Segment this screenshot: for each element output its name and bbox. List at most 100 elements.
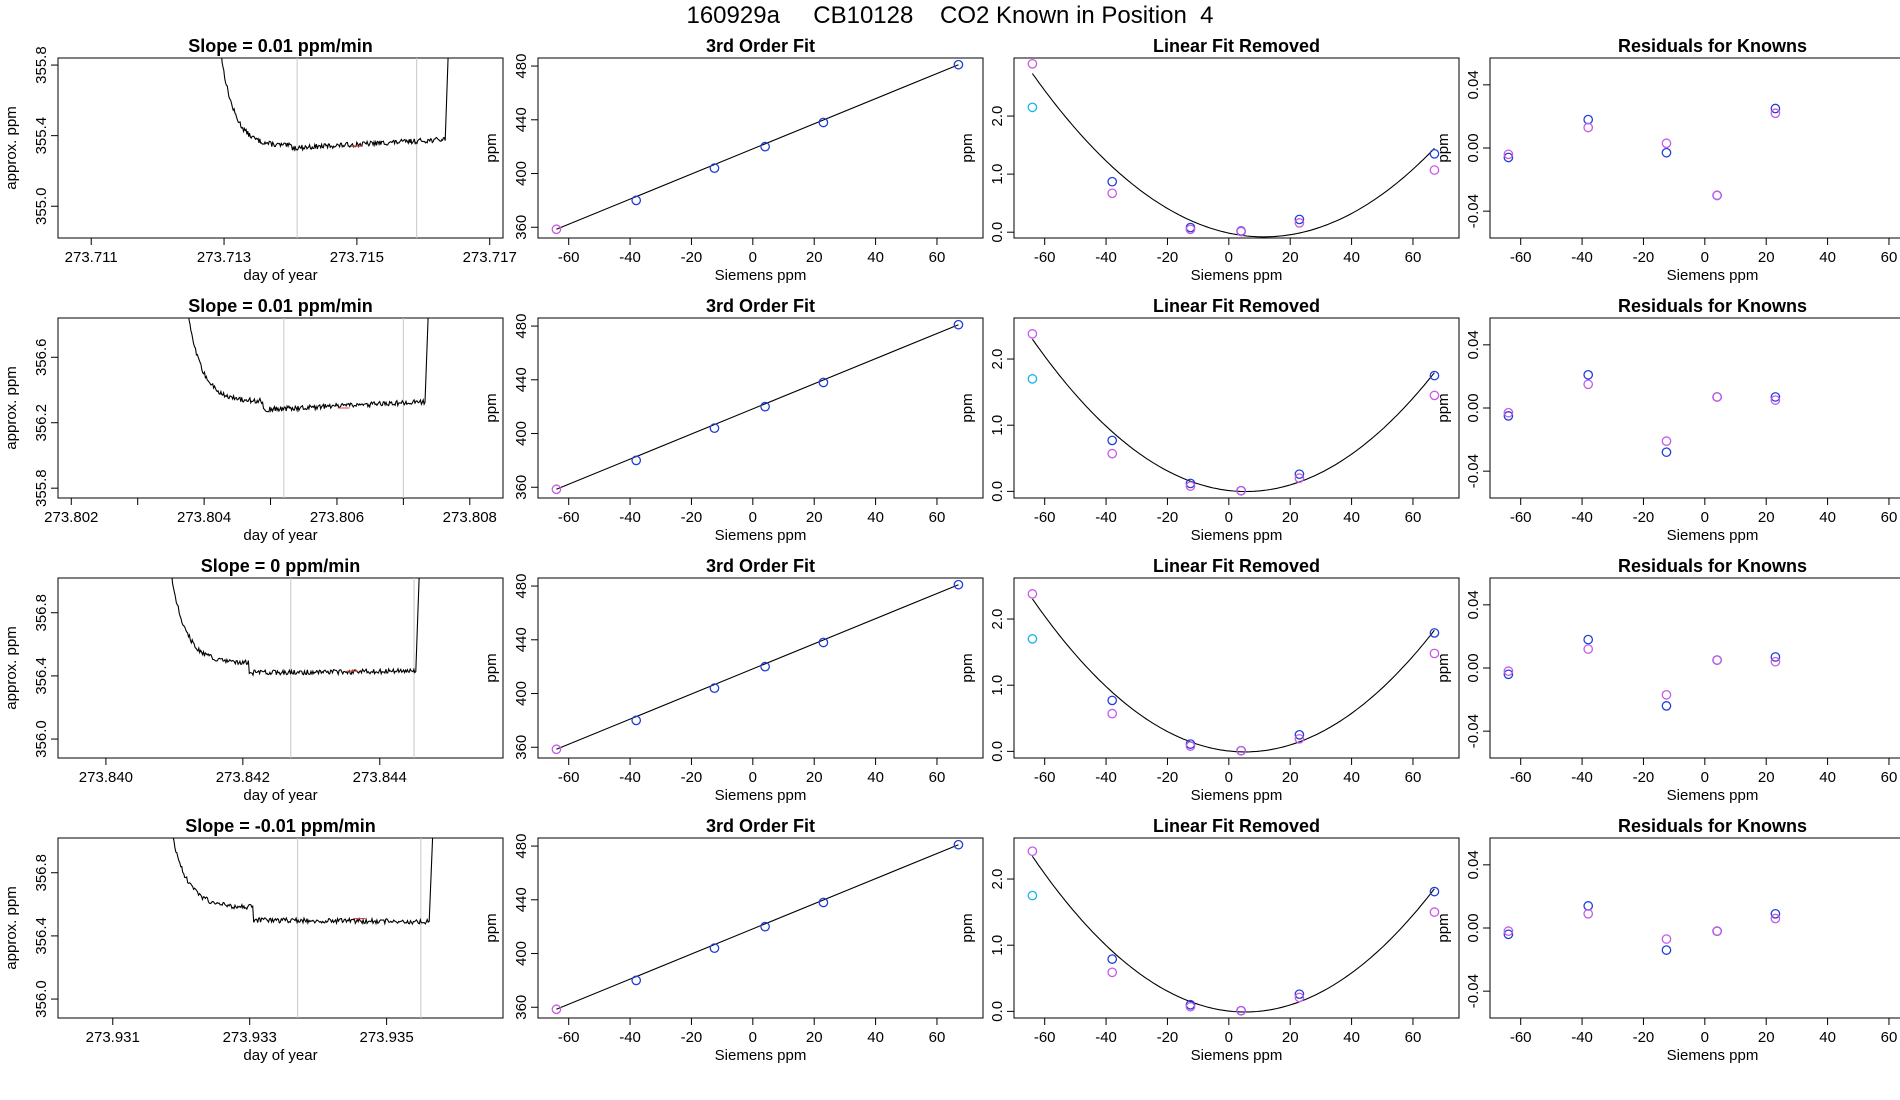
y-tick-label: 1.0	[989, 935, 1006, 956]
panel-2-2: Linear Fit Removed -60 -40 -20 0 20 40 60 0.0 1.0…	[959, 556, 1460, 804]
y-axis-label: ppm	[1435, 133, 1452, 162]
data-point-violet	[551, 1004, 562, 1015]
x-axis-label: Siemens ppm	[1667, 267, 1759, 284]
x-tick-label: 60	[1405, 509, 1422, 526]
data-point-violet	[1294, 218, 1305, 228]
panel-2-3: Residuals for Knowns -60 -40 -20 0 20 40 60 -0.0…	[1435, 556, 1900, 804]
x-tick-label: 40	[1343, 509, 1360, 526]
x-tick-label: 40	[867, 249, 884, 266]
y-axis-label: ppm	[483, 133, 500, 162]
x-tick-label: -60	[558, 249, 580, 266]
y-tick-label: 356.6	[33, 338, 50, 376]
data-point-blue	[760, 661, 770, 672]
y-tick-label: -0.04	[1465, 714, 1482, 748]
x-tick-label: -20	[1157, 249, 1179, 266]
panel-3-3: Residuals for Knowns -60 -40 -20 0 20 40 60 -0.0…	[1435, 816, 1900, 1064]
y-tick-label: 360	[513, 475, 530, 500]
x-tick-label: -20	[681, 769, 703, 786]
data-point-violet	[551, 224, 562, 235]
y-axis-label: approx. ppm	[3, 626, 20, 709]
data-point-violet	[1027, 58, 1038, 69]
data-point-blue	[818, 897, 829, 908]
x-tick-label: -40	[619, 1029, 641, 1046]
y-tick-label: 1.0	[989, 675, 1006, 696]
x-tick-label: 0	[1701, 249, 1709, 266]
data-point-violet	[1712, 392, 1722, 402]
y-axis-label: ppm	[483, 653, 500, 682]
x-tick-label: 20	[1282, 769, 1299, 786]
y-tick-label: 356.0	[33, 720, 50, 758]
x-tick-label: 273.842	[216, 769, 270, 786]
data-point-blue	[1661, 447, 1672, 458]
panel-title: Residuals for Knowns	[1618, 36, 1807, 56]
data-point-blue	[1503, 411, 1514, 421]
plot-area	[1027, 846, 1440, 1016]
data-point-blue	[709, 163, 720, 173]
data-point-blue	[1770, 908, 1781, 919]
plot-frame	[1013, 57, 1460, 239]
y-tick-label: 400	[513, 941, 530, 966]
data-point-blue	[1294, 214, 1305, 225]
data-point-blue	[1429, 370, 1440, 381]
data-point-blue	[1294, 469, 1305, 480]
fit-curve	[1031, 338, 1435, 493]
data-point-blue	[760, 141, 770, 152]
data-point-violet	[1185, 741, 1196, 751]
x-tick-label: -60	[1510, 249, 1532, 266]
y-tick-label: 360	[513, 995, 530, 1020]
x-axis-label: Siemens ppm	[1667, 1047, 1759, 1064]
data-point-violet	[1503, 149, 1514, 160]
data-point-blue	[1294, 729, 1305, 740]
x-tick-label: 273.935	[359, 1029, 413, 1046]
plot-area	[188, 318, 429, 498]
x-tick-label: 273.804	[177, 509, 231, 526]
fit-curve	[556, 64, 959, 230]
data-point-blue	[818, 377, 829, 388]
panel-0-3: Residuals for Knowns -60 -40 -20 0 20 40 60 -0.0…	[1435, 36, 1900, 284]
data-point-cyan	[1027, 374, 1038, 384]
data-point-violet	[1185, 481, 1196, 491]
y-tick-label: 400	[513, 421, 530, 446]
x-tick-label: -20	[1633, 509, 1655, 526]
x-tick-label: -60	[558, 509, 580, 526]
data-point-violet	[1770, 395, 1781, 405]
x-tick-label: -60	[1510, 509, 1532, 526]
data-point-violet	[1236, 485, 1246, 496]
x-tick-label: 0	[1225, 1029, 1233, 1046]
fit-curve	[1031, 598, 1435, 753]
x-tick-label: 60	[1405, 769, 1422, 786]
x-axis-label: Siemens ppm	[715, 267, 807, 284]
y-tick-label: 0.00	[1465, 133, 1482, 162]
x-tick-label: -60	[1034, 1029, 1056, 1046]
y-tick-label: 356.4	[33, 657, 50, 695]
panel-title: Slope = 0.01 ppm/min	[188, 296, 373, 316]
plot-frame	[57, 317, 504, 499]
data-point-violet	[1185, 224, 1196, 235]
x-tick-label: 60	[929, 249, 946, 266]
plot-frame	[537, 837, 984, 1019]
x-tick-label: -40	[1571, 769, 1593, 786]
x-tick-label: 20	[1282, 249, 1299, 266]
data-point-violet	[1185, 1001, 1196, 1012]
fit-curve	[1031, 73, 1435, 238]
y-tick-label: 480	[513, 314, 530, 339]
x-tick-label: -40	[1571, 1029, 1593, 1046]
plot-area	[1027, 329, 1440, 496]
y-tick-label: 0.00	[1465, 913, 1482, 942]
data-point-blue	[1429, 886, 1440, 897]
y-tick-label: 356.4	[33, 917, 50, 955]
data-point-cyan	[1027, 890, 1038, 901]
y-tick-label: -0.04	[1465, 974, 1482, 1008]
y-tick-label: 440	[513, 367, 530, 392]
data-trace-line	[172, 838, 434, 926]
x-axis-label: day of year	[243, 1047, 317, 1064]
data-point-violet	[1661, 934, 1672, 944]
data-point-blue	[1294, 989, 1305, 1000]
x-axis-label: Siemens ppm	[1191, 267, 1283, 284]
x-tick-label: 40	[1819, 769, 1836, 786]
data-point-violet	[1429, 648, 1440, 659]
y-tick-label: 2.0	[989, 609, 1006, 630]
data-point-blue	[1107, 695, 1118, 706]
y-tick-label: 360	[513, 735, 530, 760]
